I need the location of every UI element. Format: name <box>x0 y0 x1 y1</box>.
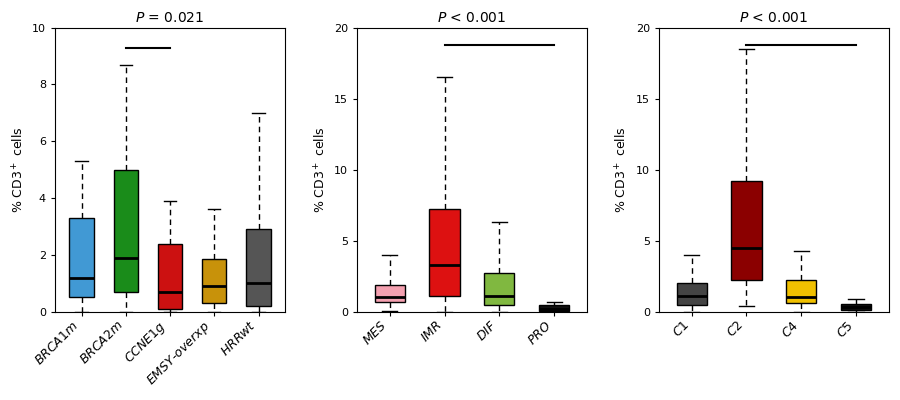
PathPatch shape <box>202 259 227 303</box>
PathPatch shape <box>787 280 816 303</box>
Title: $\it{P}$ < 0.001: $\it{P}$ < 0.001 <box>437 11 507 25</box>
PathPatch shape <box>841 304 871 310</box>
PathPatch shape <box>732 181 761 280</box>
Title: $\it{P}$ < 0.001: $\it{P}$ < 0.001 <box>739 11 808 25</box>
Y-axis label: % CD3$^+$ cells: % CD3$^+$ cells <box>11 126 26 213</box>
Y-axis label: % CD3$^+$ cells: % CD3$^+$ cells <box>313 126 328 213</box>
Y-axis label: % CD3$^+$ cells: % CD3$^+$ cells <box>615 126 630 213</box>
PathPatch shape <box>539 304 569 311</box>
PathPatch shape <box>484 273 515 304</box>
PathPatch shape <box>69 218 94 298</box>
PathPatch shape <box>429 210 460 296</box>
PathPatch shape <box>247 229 271 306</box>
Title: $\it{P}$ = 0.021: $\it{P}$ = 0.021 <box>135 11 204 25</box>
PathPatch shape <box>158 244 182 309</box>
PathPatch shape <box>677 283 706 304</box>
PathPatch shape <box>374 285 405 302</box>
PathPatch shape <box>113 170 138 292</box>
